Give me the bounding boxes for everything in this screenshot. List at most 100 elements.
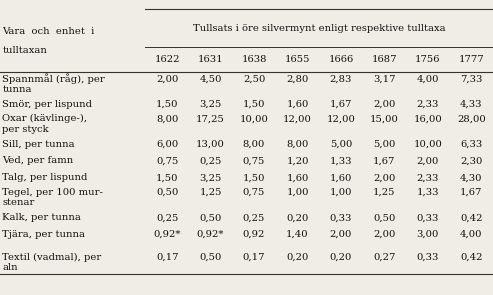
Text: 12,00: 12,00: [283, 114, 312, 123]
Text: 2,00: 2,00: [156, 74, 178, 83]
Text: 0,92*: 0,92*: [197, 230, 224, 239]
Text: 17,25: 17,25: [196, 114, 225, 123]
Text: 0,50: 0,50: [199, 253, 222, 262]
Text: 0,92: 0,92: [243, 230, 265, 239]
Text: 0,20: 0,20: [330, 253, 352, 262]
Text: Oxar (kävlinge-),: Oxar (kävlinge-),: [2, 114, 88, 124]
Text: 0,33: 0,33: [417, 213, 439, 222]
Text: 10,00: 10,00: [240, 114, 269, 123]
Text: 1,50: 1,50: [243, 99, 265, 109]
Text: Kalk, per tunna: Kalk, per tunna: [2, 213, 81, 222]
Text: Talg, per lispund: Talg, per lispund: [2, 173, 88, 182]
Text: Tullsats i öre silvermynt enligt respektive tulltaxa: Tullsats i öre silvermynt enligt respekt…: [193, 24, 446, 32]
Text: 1,00: 1,00: [286, 188, 309, 197]
Text: 0,50: 0,50: [373, 213, 395, 222]
Text: 0,50: 0,50: [199, 213, 222, 222]
Text: 4,00: 4,00: [417, 74, 439, 83]
Text: 0,25: 0,25: [199, 156, 222, 165]
Text: 5,00: 5,00: [330, 140, 352, 149]
Text: 1777: 1777: [458, 55, 484, 64]
Text: 2,50: 2,50: [243, 74, 265, 83]
Text: 0,50: 0,50: [156, 188, 178, 197]
Text: 1,60: 1,60: [286, 99, 309, 109]
Text: 2,00: 2,00: [373, 173, 395, 182]
Text: 1,50: 1,50: [156, 99, 178, 109]
Text: 1622: 1622: [154, 55, 180, 64]
Text: 0,75: 0,75: [243, 156, 265, 165]
Text: 0,75: 0,75: [243, 188, 265, 197]
Text: 0,17: 0,17: [243, 253, 265, 262]
Text: 1,33: 1,33: [330, 156, 352, 165]
Text: 8,00: 8,00: [243, 140, 265, 149]
Text: 1756: 1756: [415, 55, 441, 64]
Text: 0,27: 0,27: [373, 253, 395, 262]
Text: 1,20: 1,20: [286, 156, 309, 165]
Text: 15,00: 15,00: [370, 114, 399, 123]
Text: 3,25: 3,25: [199, 173, 222, 182]
Text: 0,33: 0,33: [330, 213, 352, 222]
Text: 0,25: 0,25: [243, 213, 265, 222]
Text: 0,20: 0,20: [286, 253, 309, 262]
Text: 2,00: 2,00: [330, 230, 352, 239]
Text: 6,33: 6,33: [460, 140, 483, 149]
Text: 3,17: 3,17: [373, 74, 396, 83]
Text: 1,67: 1,67: [373, 156, 395, 165]
Text: 0,42: 0,42: [460, 213, 483, 222]
Text: 4,00: 4,00: [460, 230, 483, 239]
Text: 2,83: 2,83: [330, 74, 352, 83]
Text: 28,00: 28,00: [457, 114, 486, 123]
Text: Sill, per tunna: Sill, per tunna: [2, 140, 75, 149]
Text: 4,33: 4,33: [460, 99, 483, 109]
Text: tunna: tunna: [2, 85, 32, 94]
Text: 13,00: 13,00: [196, 140, 225, 149]
Text: 1638: 1638: [241, 55, 267, 64]
Text: 0,75: 0,75: [156, 156, 178, 165]
Text: 0,42: 0,42: [460, 253, 483, 262]
Text: 0,33: 0,33: [417, 253, 439, 262]
Text: 1,60: 1,60: [286, 173, 309, 182]
Text: 1,50: 1,50: [156, 173, 178, 182]
Text: 2,30: 2,30: [460, 156, 483, 165]
Text: 4,50: 4,50: [199, 74, 222, 83]
Text: 1,25: 1,25: [373, 188, 396, 197]
Text: 7,33: 7,33: [460, 74, 483, 83]
Text: 8,00: 8,00: [286, 140, 309, 149]
Text: 0,25: 0,25: [156, 213, 178, 222]
Text: 16,00: 16,00: [414, 114, 442, 123]
Text: stenar: stenar: [2, 198, 35, 207]
Text: 5,00: 5,00: [373, 140, 395, 149]
Text: 1,67: 1,67: [330, 99, 352, 109]
Text: Vara  och  enhet  i: Vara och enhet i: [2, 27, 95, 36]
Text: 1,33: 1,33: [417, 188, 439, 197]
Text: Tjära, per tunna: Tjära, per tunna: [2, 230, 85, 239]
Text: 2,00: 2,00: [373, 99, 395, 109]
Text: 1687: 1687: [372, 55, 397, 64]
Text: 10,00: 10,00: [414, 140, 442, 149]
Text: 1,25: 1,25: [199, 188, 222, 197]
Text: 2,33: 2,33: [417, 173, 439, 182]
Text: 1631: 1631: [198, 55, 223, 64]
Text: 1655: 1655: [285, 55, 310, 64]
Text: 0,17: 0,17: [156, 253, 178, 262]
Text: 2,80: 2,80: [286, 74, 309, 83]
Text: 2,00: 2,00: [373, 230, 395, 239]
Text: tulltaxan: tulltaxan: [2, 45, 47, 55]
Text: 4,30: 4,30: [460, 173, 483, 182]
Text: 1,50: 1,50: [243, 173, 265, 182]
Text: 3,00: 3,00: [417, 230, 439, 239]
Text: 0,92*: 0,92*: [153, 230, 181, 239]
Text: Tegel, per 100 mur-: Tegel, per 100 mur-: [2, 188, 104, 197]
Text: 2,33: 2,33: [417, 99, 439, 109]
Text: per styck: per styck: [2, 125, 49, 134]
Text: Smör, per lispund: Smör, per lispund: [2, 99, 93, 109]
Text: 1,67: 1,67: [460, 188, 483, 197]
Text: 3,25: 3,25: [199, 99, 222, 109]
Text: 0,20: 0,20: [286, 213, 309, 222]
Text: 1,00: 1,00: [330, 188, 352, 197]
Text: 1666: 1666: [328, 55, 353, 64]
Text: 6,00: 6,00: [156, 140, 178, 149]
Text: Ved, per famn: Ved, per famn: [2, 156, 74, 165]
Text: Textil (vadmal), per: Textil (vadmal), per: [2, 253, 102, 262]
Text: Spannmål (råg), per: Spannmål (råg), per: [2, 73, 105, 84]
Text: 1,60: 1,60: [330, 173, 352, 182]
